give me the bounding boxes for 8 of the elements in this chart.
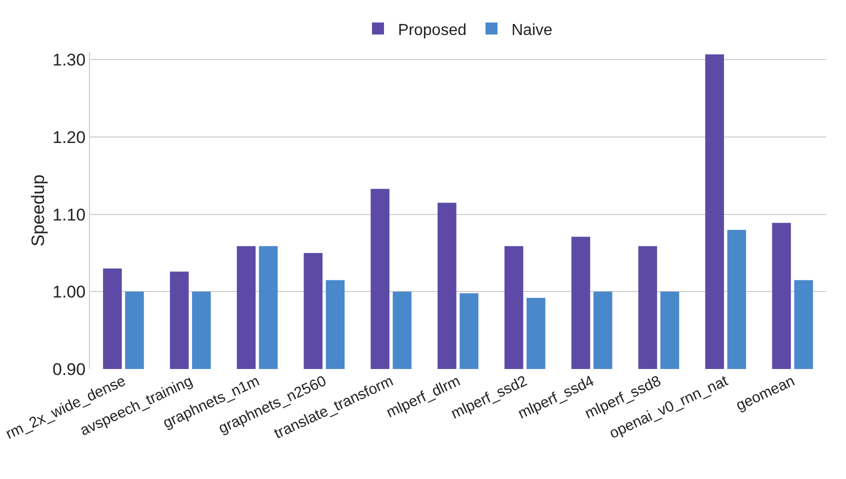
y-tick-label: 1.00 bbox=[52, 282, 86, 302]
y-tick-label: 1.30 bbox=[52, 50, 86, 70]
legend-label: Proposed bbox=[398, 22, 466, 39]
y-tick-label: 1.10 bbox=[52, 205, 86, 224]
legend-label: Naive bbox=[512, 22, 553, 39]
y-tick-label: 1.20 bbox=[52, 128, 86, 147]
y-tick-label: 0.90 bbox=[52, 360, 86, 379]
y-axis-title: Speedup bbox=[28, 174, 48, 247]
